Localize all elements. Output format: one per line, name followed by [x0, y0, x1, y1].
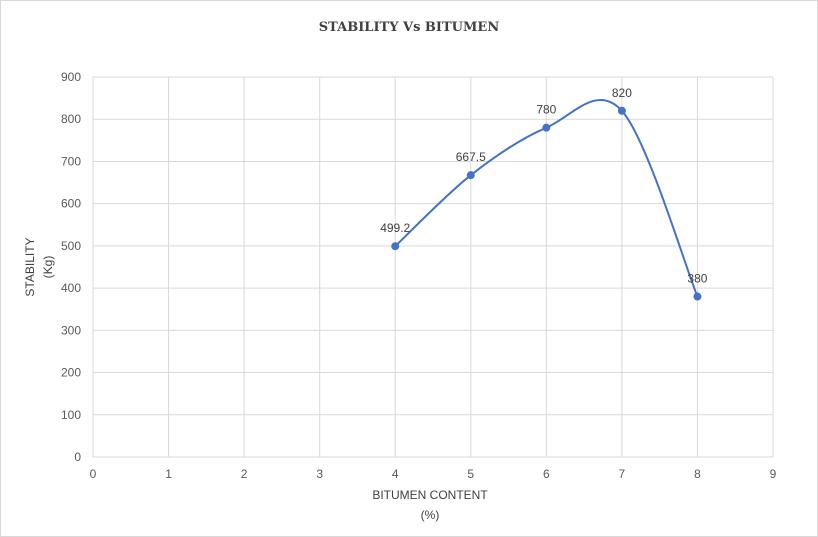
y-tick-label: 900 — [61, 70, 81, 84]
x-tick-label: 2 — [241, 467, 248, 481]
y-tick-label: 100 — [61, 408, 81, 422]
x-tick-label: 5 — [467, 467, 474, 481]
data-point — [391, 242, 400, 251]
y-tick-label: 500 — [61, 239, 81, 253]
data-label: 780 — [536, 103, 556, 117]
x-tick-label: 8 — [694, 467, 701, 481]
data-point — [693, 292, 702, 301]
y-axis-ticks: 0 100 200 300 400 500 600 700 800 900 — [61, 70, 81, 464]
chart-title: STABILITY Vs BITUMEN — [319, 20, 500, 35]
data-label: 667.5 — [456, 150, 486, 164]
gridlines — [92, 76, 774, 458]
y-tick-label: 200 — [61, 366, 81, 380]
data-point — [617, 106, 626, 115]
data-label: 499.2 — [380, 221, 410, 235]
x-tick-label: 0 — [90, 467, 97, 481]
x-tick-label: 7 — [619, 467, 626, 481]
x-axis-ticks: 0 1 2 3 4 5 6 7 8 9 — [90, 467, 777, 481]
x-tick-label: 1 — [165, 467, 172, 481]
data-label: 380 — [687, 272, 707, 286]
data-labels: 499.2 667.5 780 820 380 — [380, 86, 708, 286]
series-stability — [391, 98, 702, 301]
x-tick-label: 9 — [770, 467, 777, 481]
x-tick-label: 4 — [392, 467, 399, 481]
y-tick-label: 300 — [61, 323, 81, 337]
y-axis-label-line2: (Kg) — [41, 256, 55, 279]
data-label: 820 — [612, 86, 632, 100]
y-tick-label: 700 — [61, 154, 81, 168]
y-tick-label: 600 — [61, 197, 81, 211]
series-line — [394, 98, 699, 297]
y-tick-label: 400 — [61, 281, 81, 295]
y-axis-label-line1: STABILITY — [23, 237, 37, 296]
x-axis-label-line2: (%) — [421, 508, 440, 522]
y-tick-label: 800 — [61, 112, 81, 126]
x-axis-label-line1: BITUMEN CONTENT — [372, 488, 488, 502]
data-point — [466, 171, 475, 180]
data-point — [542, 123, 551, 132]
x-tick-label: 6 — [543, 467, 550, 481]
y-tick-label: 0 — [74, 450, 81, 464]
x-tick-label: 3 — [316, 467, 323, 481]
